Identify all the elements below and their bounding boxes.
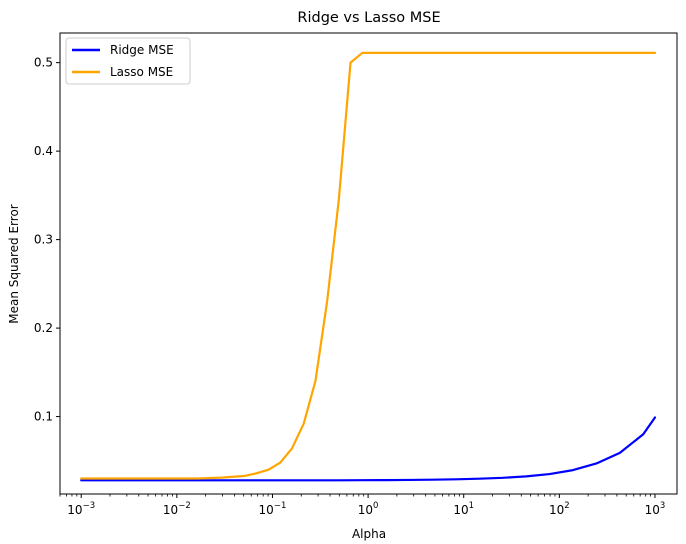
y-tick-label: 0.2 xyxy=(34,321,53,335)
x-axis-label: Alpha xyxy=(352,527,386,541)
y-tick-label: 0.5 xyxy=(34,56,53,70)
x-tick-label: 101 xyxy=(453,501,474,517)
series-layer xyxy=(80,51,657,482)
series-line-lasso-mse xyxy=(80,51,657,480)
series-line-ridge-mse xyxy=(80,416,657,482)
y-tick-label: 0.4 xyxy=(34,144,53,158)
chart-title: Ridge vs Lasso MSE xyxy=(297,10,440,26)
x-tick-label: 103 xyxy=(645,501,666,517)
legend-label-lasso: Lasso MSE xyxy=(110,65,173,79)
y-tick-label: 0.1 xyxy=(34,410,53,424)
y-axis: 0.1 0.2 0.3 0.4 0.5 xyxy=(34,56,60,424)
legend-label-ridge: Ridge MSE xyxy=(110,43,174,57)
x-axis: 10−3 10−2 10−1 100 101 102 103 xyxy=(59,494,666,517)
x-tick-label: 10−2 xyxy=(163,501,191,517)
y-tick-label: 0.3 xyxy=(34,233,53,247)
x-tick-label: 100 xyxy=(358,501,379,517)
x-tick-label: 10−1 xyxy=(259,501,287,517)
x-tick-label: 10−3 xyxy=(67,501,95,517)
y-axis-label: Mean Squared Error xyxy=(7,204,21,324)
x-tick-label: 102 xyxy=(549,501,570,517)
legend: Ridge MSE Lasso MSE xyxy=(65,37,191,85)
